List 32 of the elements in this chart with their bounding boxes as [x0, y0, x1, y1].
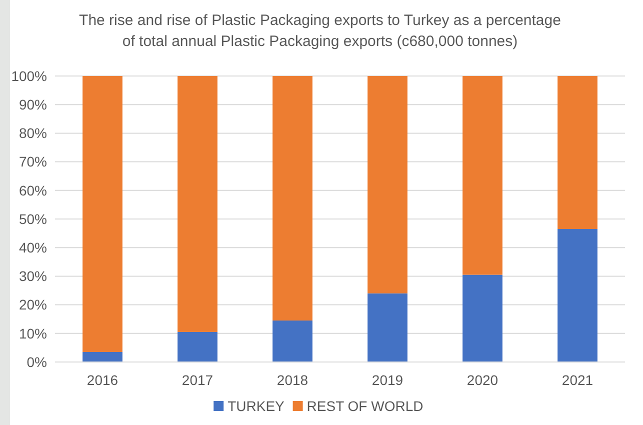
bar: [178, 76, 218, 332]
y-tick-label: 10%: [18, 325, 47, 342]
y-tick-label: 80%: [18, 125, 47, 142]
y-tick-label: 70%: [18, 154, 47, 170]
x-tick-label: 2017: [182, 372, 214, 388]
bar: [272, 320, 312, 362]
y-tick-label: 60%: [18, 182, 47, 198]
y-tick-label: 20%: [18, 296, 47, 313]
legend-label: TURKEY: [228, 398, 286, 414]
chart-title: The rise and rise of Plastic Packaging exports to Turkey as a percentage of total annual Plastic Packaging exports (c680,000 tonnes): [79, 12, 561, 50]
y-tick-label: 30%: [18, 268, 47, 284]
bar: [368, 76, 408, 294]
bar: [462, 274, 502, 362]
y-tick-label: 90%: [18, 96, 47, 112]
bar: [82, 352, 122, 362]
x-tick-label: 2021: [562, 372, 594, 388]
bar: [178, 332, 218, 362]
x-tick-label: 2016: [86, 372, 118, 388]
x-tick-label: 2019: [372, 372, 404, 388]
y-tick-label: 0%: [26, 354, 47, 370]
y-tick-label: 40%: [18, 240, 47, 256]
bar: [558, 229, 598, 362]
bar: [82, 76, 122, 352]
y-tick-label: 100%: [11, 68, 47, 84]
x-tick-label: 2020: [466, 372, 498, 388]
bar: [368, 293, 408, 362]
y-tick-label: 50%: [18, 210, 47, 227]
x-tick-label: 2018: [276, 372, 308, 388]
bar: [462, 76, 502, 275]
bar: [558, 76, 598, 230]
bar: [272, 76, 312, 321]
legend-label: REST OF WORLD: [306, 398, 424, 414]
